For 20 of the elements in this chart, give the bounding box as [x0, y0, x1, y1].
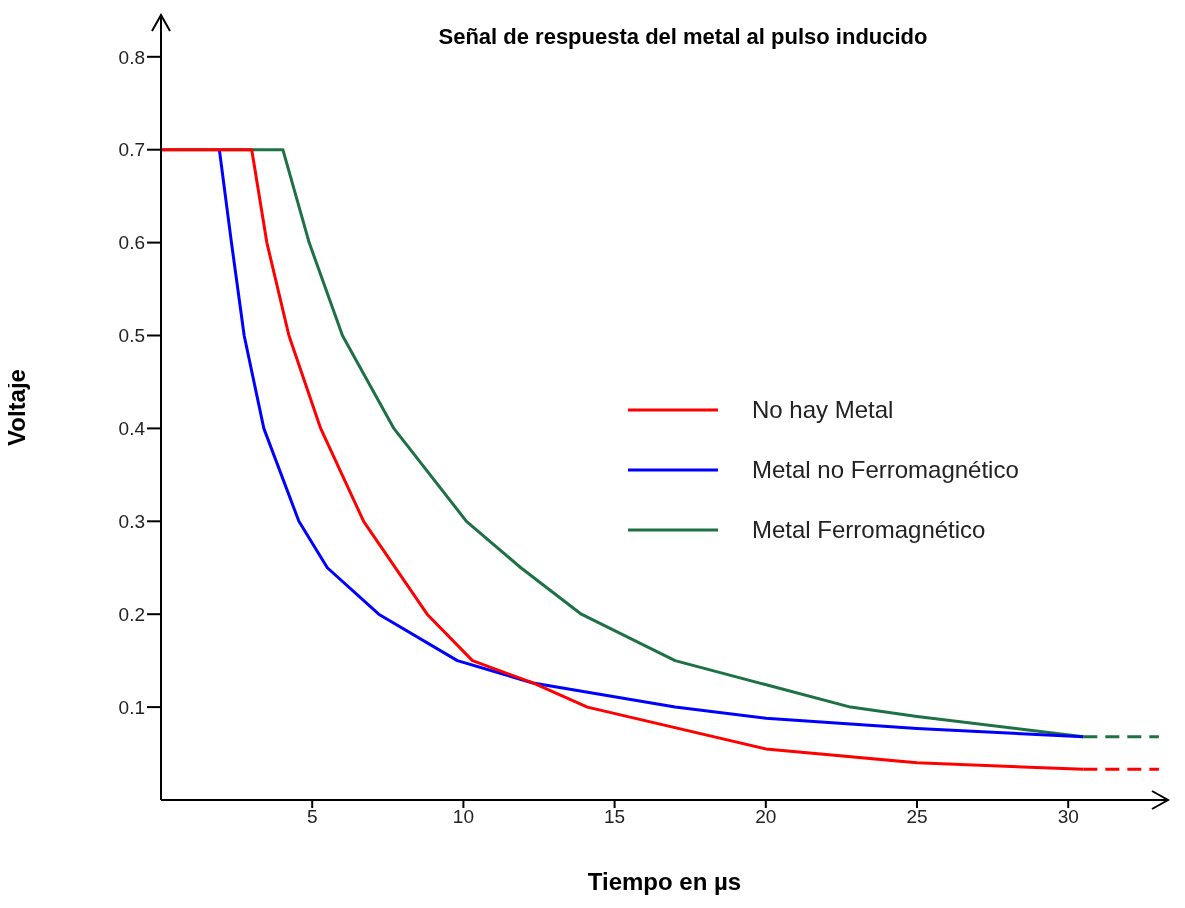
x-tick-label: 30: [1057, 806, 1079, 828]
legend-label: No hay Metal: [752, 396, 894, 424]
y-tick-label: 0.6: [118, 232, 145, 254]
y-tick-label: 0.5: [118, 325, 145, 347]
y-tick-label: 0.8: [118, 46, 145, 68]
x-tick-label: 25: [906, 806, 928, 828]
y-tick-label: 0.4: [118, 418, 146, 440]
x-tick-label: 15: [604, 806, 626, 828]
legend-label: Metal no Ferromagnético: [752, 456, 1019, 484]
x-tick-label: 5: [306, 806, 318, 828]
y-tick-label: 0.1: [118, 696, 145, 718]
y-tick-label: 0.3: [118, 511, 145, 533]
x-tick-label: 20: [755, 806, 777, 828]
x-tick-label: 10: [452, 806, 474, 828]
y-axis-title: Voltaje: [2, 369, 30, 446]
legend-label: Metal Ferromagnético: [752, 516, 986, 544]
x-axis-title: Tiempo en µs: [587, 868, 742, 895]
y-tick-label: 0.7: [118, 139, 145, 161]
chart-title: Señal de respuesta del metal al pulso inducido: [437, 24, 929, 50]
y-tick-label: 0.2: [118, 603, 145, 625]
